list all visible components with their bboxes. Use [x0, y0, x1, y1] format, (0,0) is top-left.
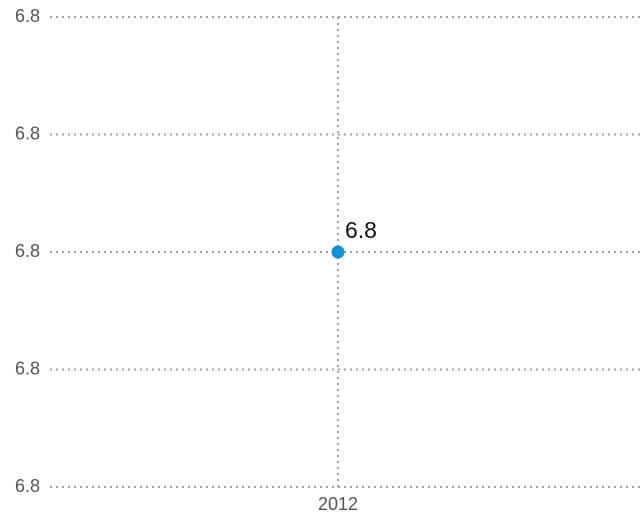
data-point [331, 245, 345, 259]
y-tick-label: 6.8 [15, 123, 40, 143]
data-label: 6.8 [345, 217, 377, 243]
y-tick-label: 6.8 [15, 6, 40, 26]
x-tick-label: 2012 [318, 494, 358, 514]
y-tick-label: 6.8 [15, 476, 40, 496]
y-tick-label: 6.8 [15, 358, 40, 378]
y-tick-label: 6.8 [15, 241, 40, 261]
